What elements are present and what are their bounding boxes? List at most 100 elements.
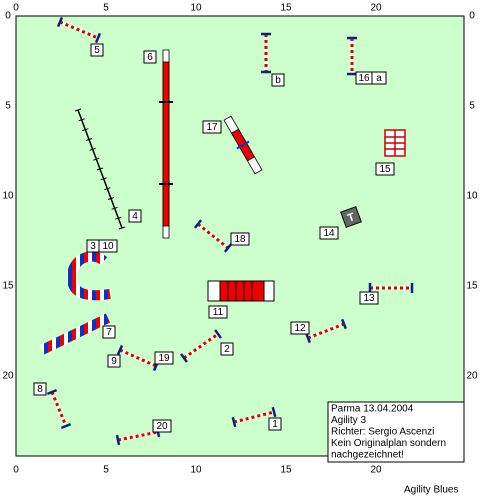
weave-pole [107, 197, 115, 200]
y-tick-label: 0 [5, 11, 11, 22]
tire-frame [384, 129, 406, 157]
jump-bar [50, 391, 68, 427]
x-tick-label: 20 [370, 465, 382, 476]
label-box [271, 73, 285, 87]
obstacle-label: a [376, 73, 382, 84]
jump-post [180, 353, 188, 363]
jump-bar [197, 222, 229, 250]
jump [180, 329, 222, 363]
jump-post [214, 329, 222, 339]
obstacle-label: 5 [94, 45, 100, 56]
label-box [359, 291, 379, 305]
jump-post [56, 16, 64, 28]
jump-bar [183, 332, 219, 360]
weave-pole [115, 216, 122, 220]
jump-bar [119, 348, 157, 368]
obstacle-label: 20 [156, 421, 168, 432]
jump-post [271, 406, 277, 418]
label-box [154, 351, 174, 365]
jump-post [46, 388, 58, 396]
jump-bar [59, 20, 99, 40]
y-tick-label: 5 [5, 101, 11, 112]
obstacle-label: 17 [206, 122, 218, 133]
obstacle-label: 4 [132, 211, 138, 222]
obstacle-label: b [275, 75, 281, 86]
seesaw [223, 115, 263, 175]
jump-post [231, 416, 237, 428]
y-tick-label: 5 [469, 101, 475, 112]
label-box [143, 50, 157, 64]
info-line: Richter: Sergio Ascenzi [331, 427, 434, 438]
jump-bar [117, 430, 159, 442]
y-tick-label: 0 [469, 11, 475, 22]
x-tick-label: 5 [103, 3, 109, 14]
obstacle-label: 1 [272, 419, 278, 430]
x-tick-label: 10 [190, 465, 202, 476]
x-tick-label: 20 [370, 3, 382, 14]
jump-post [60, 422, 72, 430]
weave-pole [89, 147, 96, 151]
obstacle-label: 19 [158, 353, 170, 364]
label-box [319, 226, 339, 240]
label-box [208, 305, 228, 319]
info-line: Parma 13.04.2004 [331, 404, 414, 415]
y-tick-label: 10 [466, 191, 478, 202]
label-box [33, 382, 47, 396]
label-box [90, 43, 104, 57]
label-box [375, 162, 395, 176]
x-tick-label: 10 [190, 3, 202, 14]
y-tick-label: 15 [466, 281, 478, 292]
jump-post [94, 32, 102, 44]
obstacle-label: 7 [106, 327, 112, 338]
label-box [268, 417, 282, 431]
weave-pole [104, 187, 111, 191]
y-tick-label: 10 [2, 191, 14, 202]
x-tick-label: 15 [280, 3, 292, 14]
x-tick-label: 15 [280, 465, 292, 476]
table: T [340, 206, 362, 228]
obstacle-label: 18 [234, 234, 246, 245]
jump [56, 16, 102, 44]
obstacle-label: 6 [147, 52, 153, 63]
svg-text:T: T [346, 211, 357, 225]
weave-pole [118, 226, 126, 230]
tunnel [39, 313, 111, 355]
y-tick-label: 20 [2, 371, 14, 382]
jump-post [116, 344, 124, 356]
dogwalk [159, 49, 173, 239]
obstacle-label: 12 [294, 323, 306, 334]
label-box [102, 325, 116, 339]
weave-pole [74, 108, 82, 112]
x-tick-label: 0 [13, 3, 19, 14]
jump-bar [307, 322, 345, 340]
obstacle-label: 10 [102, 241, 114, 252]
obstacle-label: 8 [37, 384, 43, 395]
jump [193, 219, 233, 253]
weave-pole [93, 157, 100, 161]
jump-post [115, 434, 121, 446]
x-tick-label: 5 [103, 465, 109, 476]
weave-pole [111, 206, 118, 210]
obstacle-label: 3 [90, 241, 96, 252]
weave-pole [96, 167, 104, 171]
jump [368, 283, 414, 293]
obstacle-label: 16 [358, 73, 370, 84]
label-box [371, 71, 387, 85]
y-tick-label: 15 [2, 281, 14, 292]
jump-post [193, 219, 203, 229]
label-box [152, 419, 172, 433]
info-box [327, 401, 465, 463]
label-box [202, 120, 222, 134]
jump [46, 388, 72, 430]
y-tick-label: 20 [466, 371, 478, 382]
chute [207, 280, 275, 302]
x-tick-label: 0 [13, 465, 19, 476]
obstacle-label: 9 [111, 356, 117, 367]
obstacle-label: 11 [213, 307, 224, 318]
jump-post [341, 318, 347, 330]
info-line: nachgezeichnet! [331, 450, 404, 461]
label-box [230, 232, 250, 246]
label-box [107, 354, 121, 368]
obstacle-label: 2 [224, 344, 230, 355]
